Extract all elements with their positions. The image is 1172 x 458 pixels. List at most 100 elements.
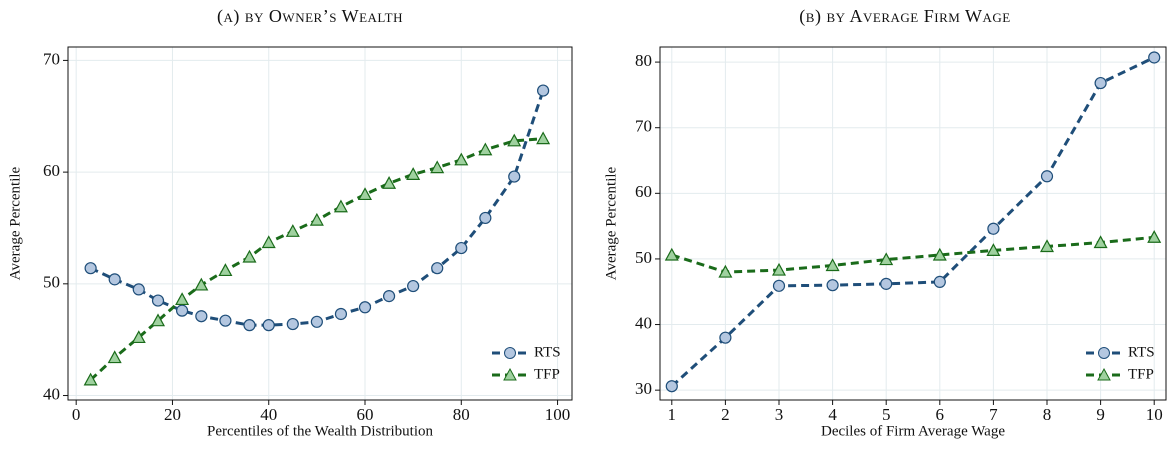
marker — [333, 199, 348, 213]
marker — [479, 211, 492, 225]
marker — [1148, 51, 1161, 64]
marker — [151, 313, 166, 327]
marker — [826, 279, 839, 292]
marker — [132, 283, 145, 296]
marker — [83, 372, 98, 386]
marker — [771, 262, 787, 276]
y-tick-label: 50 — [635, 248, 652, 267]
x-tick-label: 0 — [72, 405, 81, 424]
y-axis-label: Average Percentile — [603, 166, 619, 280]
legend-label: TFP — [534, 366, 560, 382]
y-tick-label: 70 — [43, 49, 60, 68]
marker — [825, 258, 840, 272]
marker — [242, 249, 257, 263]
y-tick-label: 80 — [635, 51, 652, 70]
marker — [108, 273, 121, 286]
marker — [454, 152, 469, 166]
series-line — [89, 137, 544, 381]
x-tick-label: 40 — [260, 405, 277, 424]
marker — [358, 301, 372, 314]
marker — [151, 294, 165, 307]
y-tick-label: 40 — [43, 384, 60, 403]
marker — [987, 222, 1000, 235]
marker — [933, 275, 946, 288]
marker — [537, 84, 550, 97]
x-tick-label: 1 — [668, 405, 677, 424]
marker — [1039, 239, 1055, 253]
marker — [131, 330, 146, 344]
y-tick-label: 70 — [635, 117, 652, 136]
marker — [175, 292, 190, 306]
x-tick-label: 100 — [545, 405, 571, 424]
legend-label: RTS — [1128, 344, 1155, 360]
marker — [175, 304, 189, 317]
chart-title: (a) by Owner’s Wealth — [217, 6, 403, 27]
marker — [431, 262, 444, 275]
marker — [932, 247, 947, 261]
x-tick-label: 10 — [1146, 405, 1163, 424]
chart-title: (b) by Average Firm Wage — [799, 6, 1010, 27]
x-axis-label: Percentiles of the Wealth Distribution — [207, 423, 433, 439]
legend-marker — [504, 347, 516, 359]
y-tick-label: 40 — [635, 313, 652, 332]
marker — [195, 310, 208, 323]
marker — [772, 279, 786, 292]
marker — [219, 314, 232, 327]
legend-label: RTS — [534, 344, 561, 360]
marker — [243, 319, 256, 332]
legend-marker — [1098, 347, 1110, 359]
marker — [719, 331, 732, 344]
marker — [536, 131, 551, 145]
x-tick-label: 5 — [882, 405, 891, 424]
marker — [107, 350, 122, 364]
y-tick-label: 30 — [635, 379, 652, 398]
legend-marker — [503, 367, 517, 381]
marker — [1147, 230, 1162, 243]
marker — [334, 307, 348, 321]
marker — [286, 317, 299, 331]
legend-marker — [1097, 367, 1111, 381]
marker — [84, 262, 97, 275]
marker — [880, 277, 893, 290]
marker — [310, 315, 323, 328]
y-tick-label: 60 — [635, 182, 652, 201]
marker — [406, 167, 421, 180]
marker — [194, 277, 209, 291]
marker — [407, 279, 420, 293]
x-tick-label: 20 — [164, 405, 181, 424]
marker — [665, 380, 678, 393]
marker — [382, 290, 396, 303]
series-line — [670, 56, 1155, 388]
y-tick-label: 50 — [43, 273, 60, 292]
plot-frame — [659, 46, 1167, 401]
marker — [879, 252, 894, 266]
x-tick-label: 6 — [936, 405, 945, 424]
x-tick-label: 80 — [453, 405, 470, 424]
marker — [508, 170, 521, 183]
series-line — [89, 90, 545, 327]
marker — [357, 187, 373, 201]
marker — [382, 176, 397, 189]
marker — [309, 212, 324, 226]
marker — [1040, 170, 1054, 183]
marker — [1093, 235, 1108, 249]
x-tick-label: 9 — [1096, 405, 1105, 424]
marker — [986, 243, 1001, 257]
legend-label: TFP — [1128, 366, 1154, 382]
x-tick-label: 3 — [775, 405, 784, 424]
marker — [1094, 76, 1107, 90]
panel: (b) by Average Firm Wage 30 40 50 60 70 80 1 2 3 4… — [603, 6, 1167, 439]
marker — [507, 133, 522, 147]
marker — [430, 160, 445, 174]
x-tick-label: 7 — [989, 405, 998, 424]
panel: (a) by Owner’s Wealth 40 50 60 70 0 20 40 60 80 10… — [7, 6, 573, 439]
x-tick-label: 2 — [721, 405, 730, 424]
marker — [218, 263, 233, 277]
x-tick-label: 60 — [357, 405, 374, 424]
y-tick-label: 60 — [43, 161, 60, 180]
series-line — [671, 235, 1155, 274]
marker — [285, 224, 300, 237]
marker — [718, 264, 733, 278]
plot-frame — [67, 46, 573, 401]
